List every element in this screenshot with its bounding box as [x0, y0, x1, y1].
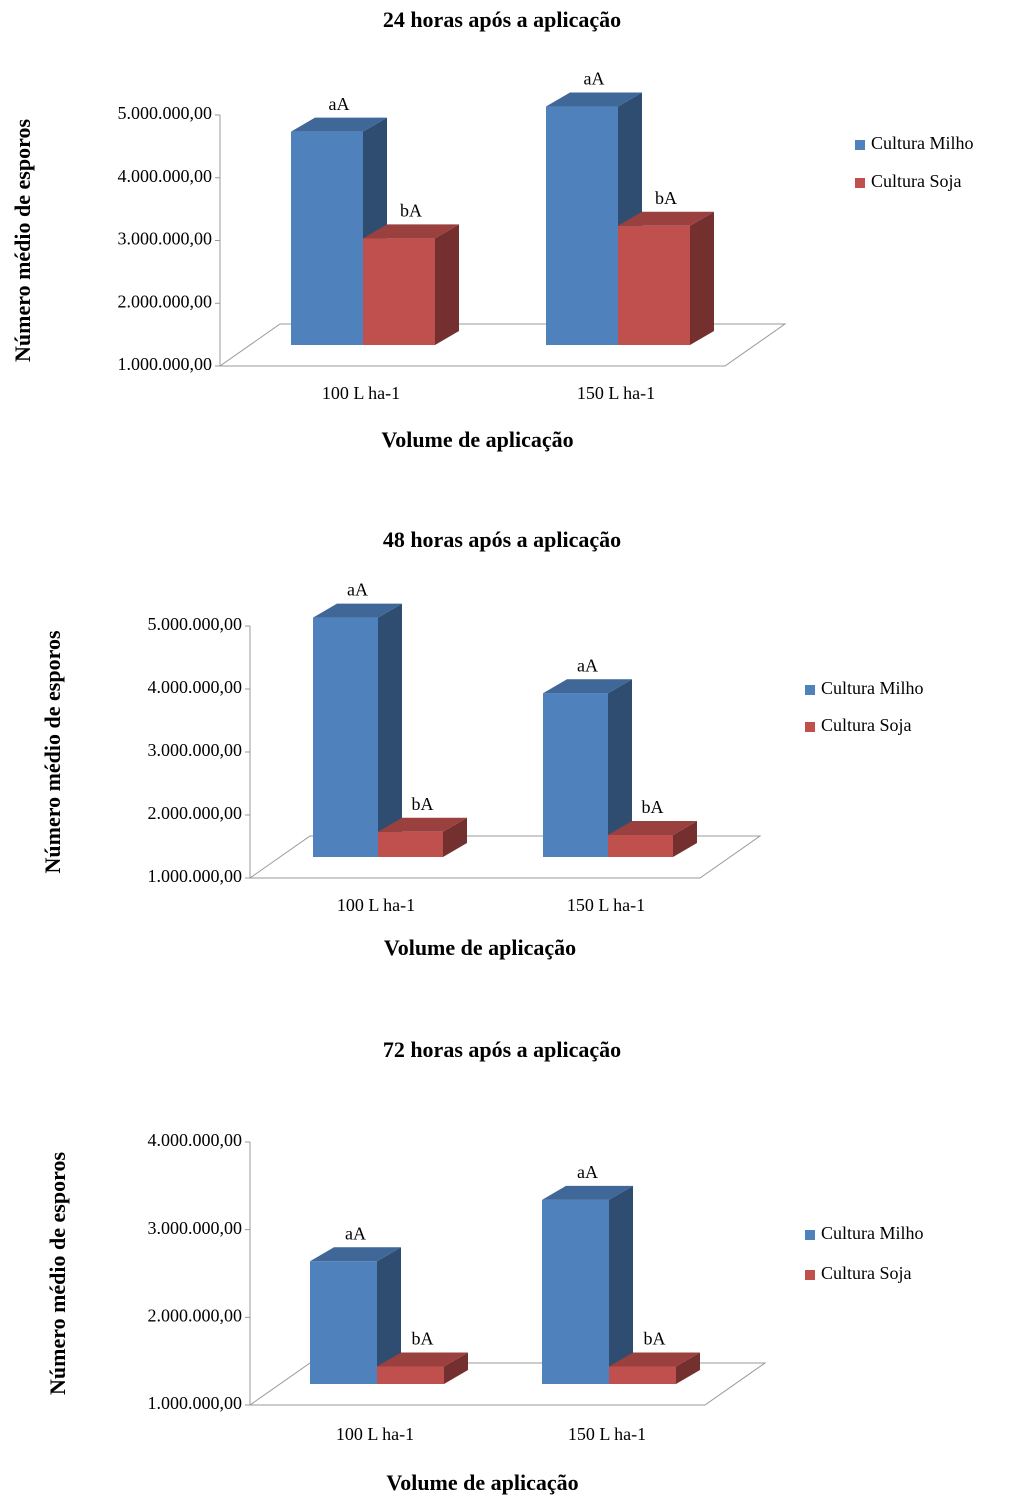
bar [363, 238, 435, 345]
bar-side [378, 603, 402, 857]
bar-annotation: aA [584, 69, 605, 89]
bar-top [609, 1352, 700, 1367]
y-tick-label: 5.000.000,00 [148, 614, 243, 634]
y-tick-label: 2.000.000,00 [148, 803, 243, 823]
legend-label: Cultura Milho [871, 133, 974, 153]
bar [543, 693, 608, 857]
bar-annotation: bA [642, 797, 664, 817]
x-axis-label: Volume de aplicação [386, 1470, 578, 1495]
y-tick-label: 4.000.000,00 [148, 677, 243, 697]
legend-label: Cultura Soja [871, 171, 962, 191]
legend-label: Cultura Soja [821, 1263, 912, 1283]
bar-annotation: aA [345, 1223, 366, 1243]
y-tick-label: 3.000.000,00 [148, 1218, 243, 1238]
legend-swatch [805, 722, 815, 732]
bar-annotation: bA [412, 794, 434, 814]
bar-side [443, 817, 467, 857]
bar-annotation: aA [347, 580, 368, 600]
bar-annotation: aA [329, 94, 350, 114]
x-axis-label: Volume de aplicação [381, 427, 573, 452]
chart-title: 24 horas após a aplicação [383, 7, 621, 32]
legend-label: Cultura Milho [821, 678, 924, 698]
legend-swatch [855, 140, 865, 150]
y-tick-label: 3.000.000,00 [118, 229, 213, 249]
bar [313, 617, 378, 857]
bar-top [542, 1185, 633, 1200]
bar-annotation: bA [655, 188, 677, 208]
x-tick-label: 150 L ha-1 [567, 895, 645, 915]
bar-side [435, 224, 459, 345]
x-tick-label: 100 L ha-1 [337, 895, 415, 915]
bar-top [618, 211, 714, 226]
bar-top [543, 679, 632, 694]
bar-side [673, 820, 697, 857]
bar [608, 834, 673, 857]
bar [378, 831, 443, 857]
bar-annotation: aA [577, 1162, 598, 1182]
y-tick-label: 4.000.000,00 [118, 166, 213, 186]
bar-side [609, 1185, 633, 1384]
y-axis-label: Número médio de esporos [45, 1152, 70, 1395]
bar [310, 1261, 377, 1384]
x-axis-label: Volume de aplicação [384, 935, 576, 960]
bar-annotation: aA [577, 655, 598, 675]
bar-side [676, 1352, 700, 1384]
bar-annotation: bA [400, 200, 422, 220]
y-tick-label: 4.000.000,00 [148, 1130, 243, 1150]
bar [377, 1366, 444, 1384]
bar-annotation: bA [644, 1329, 666, 1349]
bar [546, 106, 618, 345]
chart-title: 48 horas após a aplicação [383, 527, 621, 552]
y-tick-label: 2.000.000,00 [148, 1305, 243, 1325]
legend-swatch [805, 1270, 815, 1280]
y-axis-label: Número médio de esporos [10, 119, 35, 362]
bar-side [444, 1352, 468, 1384]
y-axis-label: Número médio de esporos [40, 630, 65, 873]
bar [542, 1199, 609, 1384]
x-tick-label: 100 L ha-1 [322, 383, 400, 403]
bar-top [608, 820, 697, 835]
y-tick-label: 5.000.000,00 [118, 103, 213, 123]
bar-top [313, 603, 402, 618]
bar-side [377, 1247, 401, 1384]
bar [609, 1366, 676, 1384]
bar-annotation: bA [412, 1329, 434, 1349]
bar-side [608, 679, 632, 857]
y-tick-label: 1.000.000,00 [148, 1393, 243, 1413]
bar-top [377, 1352, 468, 1367]
bar [618, 225, 690, 345]
bar-side [690, 211, 714, 345]
legend-swatch [805, 1230, 815, 1240]
y-tick-label: 3.000.000,00 [148, 740, 243, 760]
y-tick-label: 1.000.000,00 [118, 354, 213, 374]
bar-top [310, 1247, 401, 1262]
bar-top [378, 817, 467, 832]
bar-top [291, 117, 387, 132]
x-tick-label: 150 L ha-1 [577, 383, 655, 403]
bar [291, 131, 363, 345]
x-tick-label: 150 L ha-1 [568, 1424, 646, 1444]
legend-swatch [855, 178, 865, 188]
legend-label: Cultura Milho [821, 1223, 924, 1243]
bar-top [546, 92, 642, 107]
chart-title: 72 horas após a aplicação [383, 1037, 621, 1062]
legend-swatch [805, 685, 815, 695]
y-tick-label: 1.000.000,00 [148, 866, 243, 886]
bar-top [363, 224, 459, 239]
y-tick-label: 2.000.000,00 [118, 291, 213, 311]
legend-label: Cultura Soja [821, 715, 912, 735]
x-tick-label: 100 L ha-1 [336, 1424, 414, 1444]
